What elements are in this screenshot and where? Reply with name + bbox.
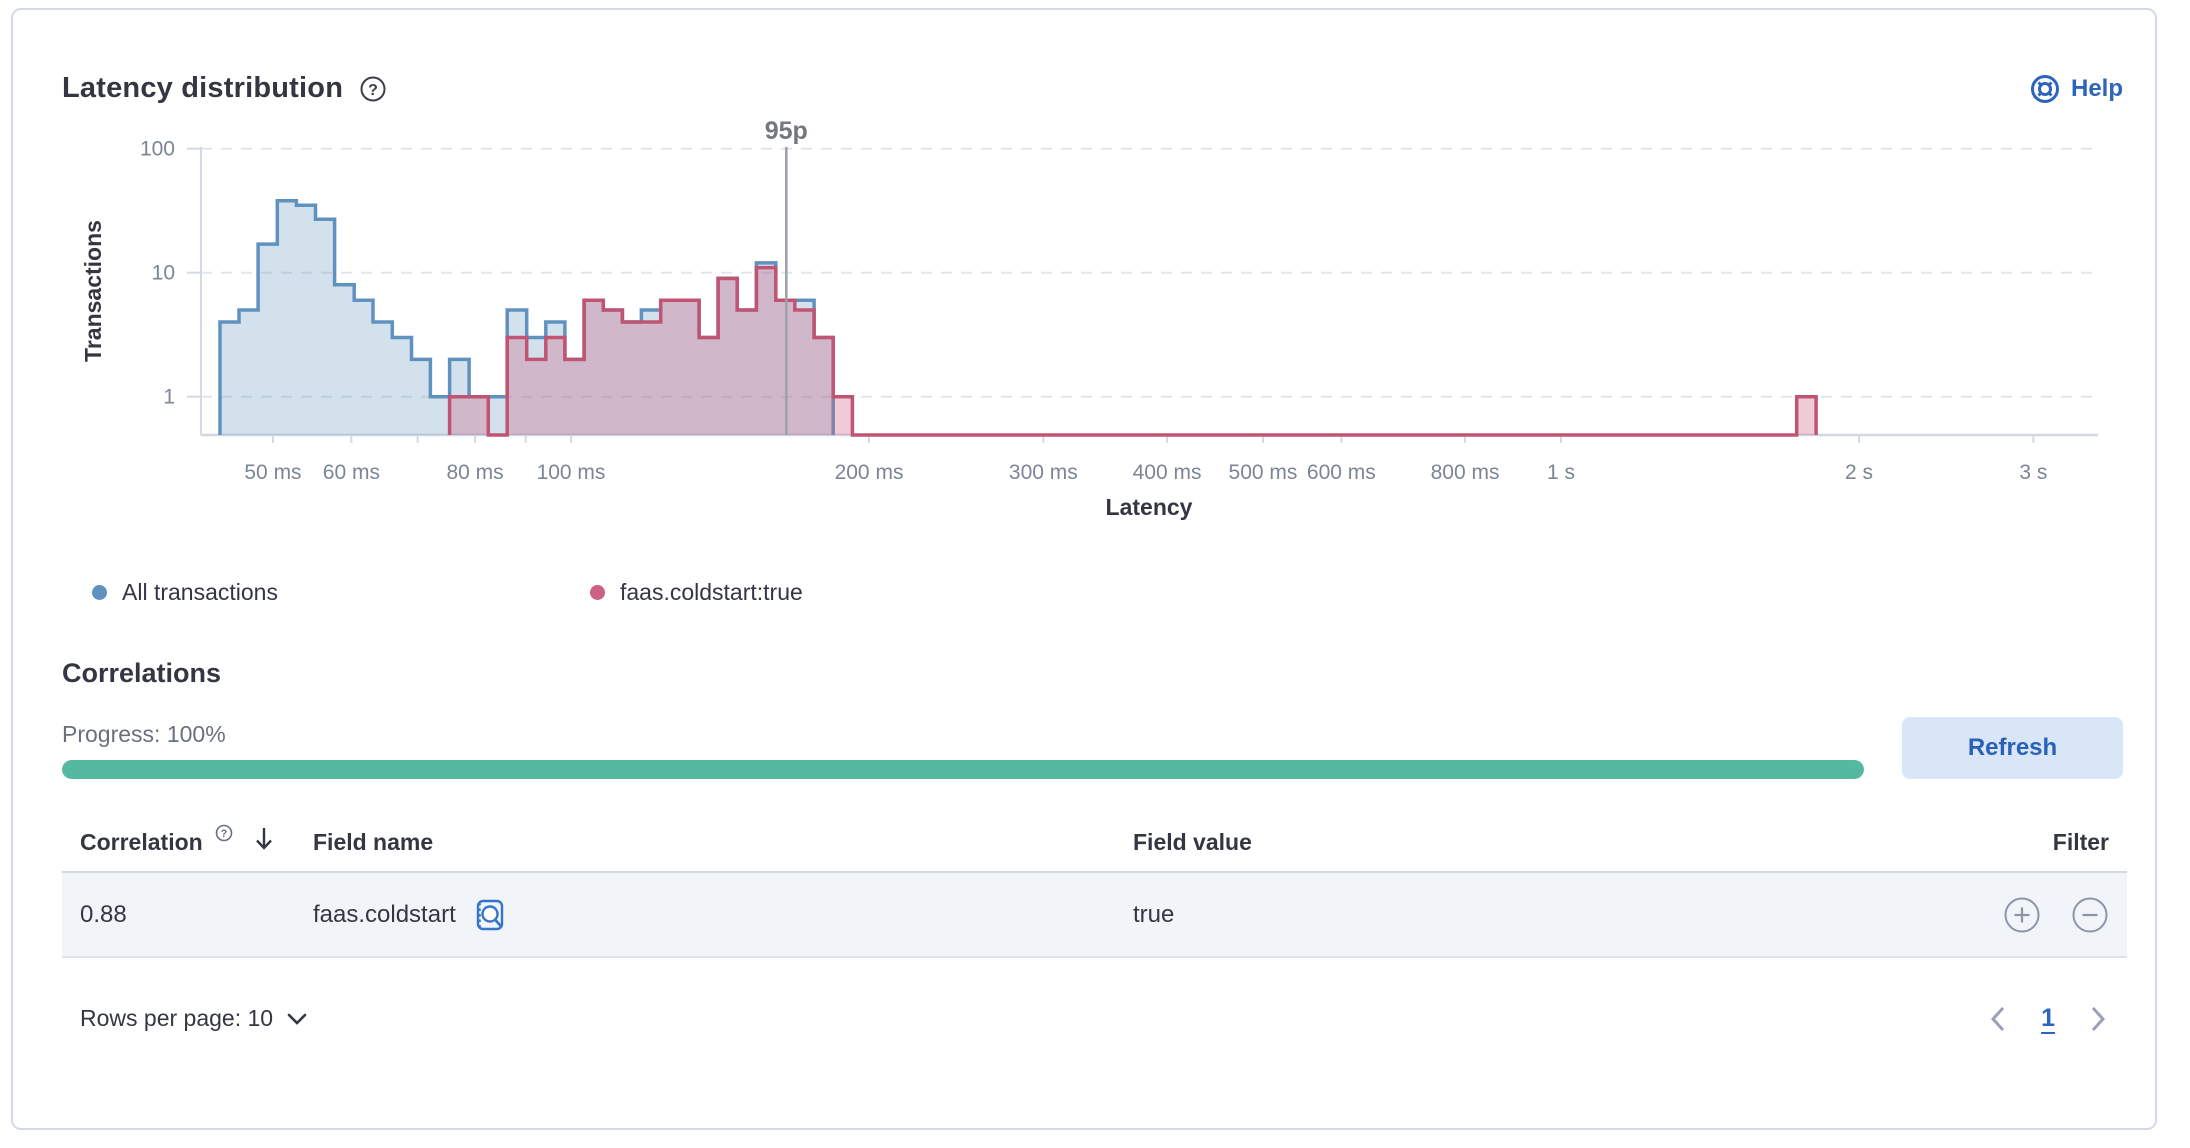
y-axis-title: Transactions	[80, 220, 106, 362]
next-page-button[interactable]	[2089, 1005, 2107, 1033]
percentile-annotation-label: 95p	[765, 117, 808, 145]
page-number[interactable]: 1	[2041, 1004, 2055, 1032]
prev-page-button[interactable]	[1989, 1005, 2007, 1033]
percentile-annotation: 95p	[765, 117, 808, 435]
x-tick-label: 300 ms	[1009, 461, 1078, 484]
correlations-heading: Correlations	[62, 658, 222, 688]
page-title: Latency distribution	[62, 72, 344, 104]
cell-filter-actions	[1967, 896, 2127, 934]
progress-row: Progress: 100% Refresh	[62, 717, 2123, 779]
progress-label: Progress: 100%	[62, 721, 226, 747]
help-label: Help	[2070, 74, 2123, 102]
correlation-help-icon[interactable]: ?	[215, 821, 233, 848]
progress-bar-fill	[62, 760, 1864, 779]
progress-bar	[62, 760, 1864, 779]
latency-distribution-panel: Latency distribution ? Help	[11, 8, 2157, 1130]
refresh-button[interactable]: Refresh	[1902, 717, 2123, 779]
filter-include-button[interactable]	[2003, 896, 2041, 934]
view-in-discover-icon[interactable]	[474, 898, 506, 932]
table-row: 0.88 faas.coldstart true	[62, 871, 2127, 958]
x-tick-label: 50 ms	[244, 461, 301, 484]
x-tick-label: 80 ms	[446, 461, 503, 484]
table-header-row: Correlation? Field name Field value Filt…	[62, 813, 2127, 871]
help-link[interactable]: Help	[2030, 74, 2123, 104]
x-tick-label: 800 ms	[1431, 461, 1500, 484]
x-tick-label: 1 s	[1547, 461, 1575, 484]
latency-chart[interactable]: 1 10 100 50 ms 60 ms 80 ms 100 ms 200 ms 300 ms 4…	[13, 101, 2190, 571]
legend-item-all-transactions[interactable]: All transactions	[92, 579, 278, 606]
y-tick-label: 100	[140, 138, 175, 161]
cell-correlation: 0.88	[80, 900, 127, 928]
panel-header: Latency distribution ? Help	[62, 72, 2123, 105]
x-tick-label: 400 ms	[1133, 461, 1202, 484]
title-help-icon[interactable]: ?	[359, 75, 387, 103]
x-tick-label: 60 ms	[323, 461, 380, 484]
svg-text:?: ?	[368, 82, 378, 99]
pagination: 1	[1989, 1004, 2127, 1033]
legend-item-coldstart[interactable]: faas.coldstart:true	[589, 579, 803, 606]
x-tick-label: 2 s	[1845, 461, 1873, 484]
legend-dot-pink	[589, 585, 605, 600]
chart-legend: All transactions faas.coldstart:true	[92, 579, 2123, 606]
x-axis-title: Latency	[1106, 494, 1193, 520]
correlations-table: Correlation? Field name Field value Filt…	[62, 813, 2127, 958]
filter-exclude-button[interactable]	[2071, 896, 2109, 934]
sort-desc-icon	[253, 826, 275, 858]
cell-field-value: true	[1133, 900, 1175, 928]
legend-label: faas.coldstart:true	[619, 579, 803, 605]
chart-gridlines	[201, 147, 2098, 398]
legend-dot-blue	[92, 585, 107, 600]
header-correlation[interactable]: Correlation?	[62, 824, 295, 858]
legend-label: All transactions	[122, 579, 278, 605]
life-ring-icon	[2030, 74, 2060, 104]
svg-text:?: ?	[220, 828, 227, 840]
chevron-down-icon	[287, 1013, 307, 1025]
y-tick-label: 10	[152, 262, 175, 285]
header-field-name: Field name	[313, 828, 434, 855]
x-tick-label: 3 s	[2019, 461, 2047, 484]
x-tick-label: 600 ms	[1307, 461, 1376, 484]
x-tick-label: 500 ms	[1229, 461, 1298, 484]
x-tick-label: 100 ms	[537, 461, 606, 484]
rows-per-page-selector[interactable]: Rows per page: 10	[62, 1005, 307, 1032]
table-footer: Rows per page: 10 1	[62, 1004, 2127, 1033]
x-tick-label: 200 ms	[835, 461, 904, 484]
chart-series	[218, 199, 1818, 437]
y-tick-label: 1	[163, 386, 175, 409]
cell-field-name: faas.coldstart	[295, 898, 1115, 932]
header-field-value: Field value	[1133, 828, 1252, 855]
header-filter: Filter	[2052, 828, 2109, 855]
